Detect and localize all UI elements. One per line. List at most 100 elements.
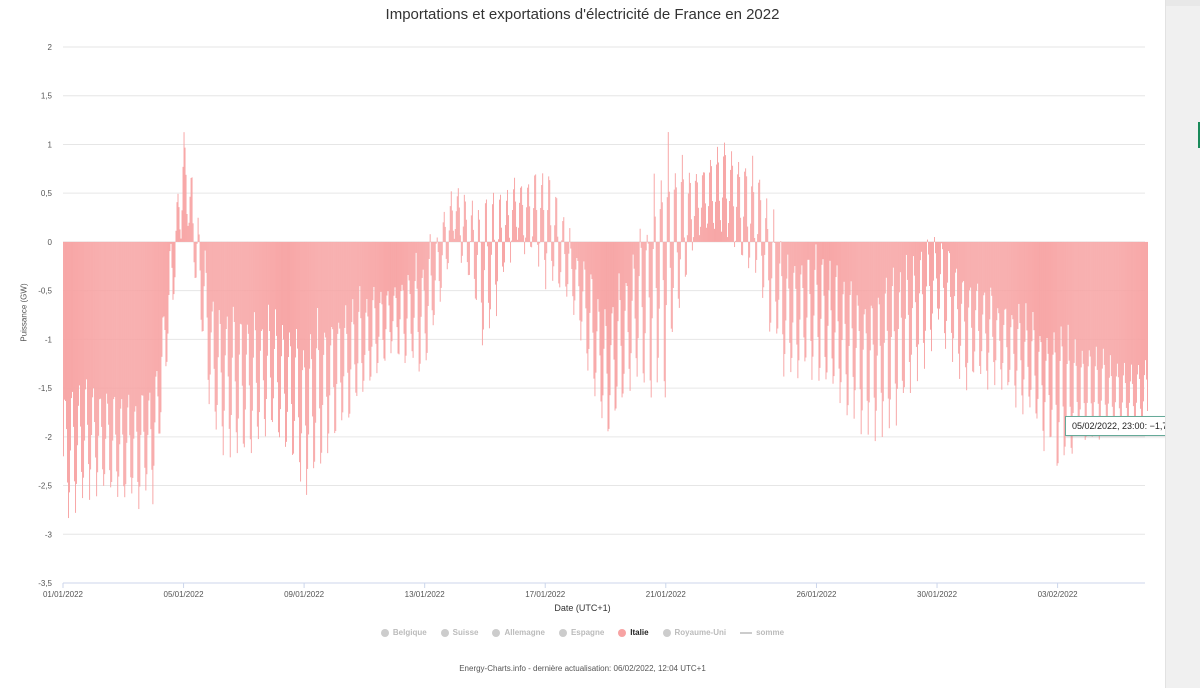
footer-credit[interactable]: Energy-Charts.info - dernière actualisat… <box>459 664 706 673</box>
bar-italie <box>1018 241 1020 304</box>
legend-item-somme[interactable]: somme <box>740 628 784 637</box>
bar-italie <box>989 241 991 320</box>
bar-italie <box>722 197 723 242</box>
bar-italie <box>920 241 922 252</box>
bar-italie <box>321 241 323 453</box>
bar-italie <box>882 241 884 402</box>
bar-italie <box>411 241 413 352</box>
bar-italie <box>609 241 611 396</box>
bar-italie <box>1017 241 1019 329</box>
bar-italie <box>330 241 332 346</box>
scroll-marker[interactable] <box>1198 122 1200 148</box>
bar-italie <box>136 241 138 432</box>
bar-italie <box>182 166 184 242</box>
bar-italie <box>139 241 141 487</box>
bar-italie <box>893 241 895 332</box>
bar-italie <box>286 241 287 442</box>
bar-italie <box>513 189 515 242</box>
bar-italie <box>822 241 824 260</box>
bar-italie <box>71 241 72 399</box>
bar-italie <box>862 241 864 350</box>
bar-italie <box>624 241 626 311</box>
bar-italie <box>198 234 200 242</box>
legend-item-belgique[interactable]: Belgique <box>380 628 427 637</box>
bar-italie <box>452 230 454 242</box>
bar-italie <box>695 174 697 242</box>
bar-italie <box>888 241 890 429</box>
bar-italie <box>246 241 248 325</box>
bar-italie <box>587 241 589 371</box>
bar-italie <box>110 241 112 488</box>
bar-italie <box>759 179 761 242</box>
legend-line-icon <box>740 631 753 634</box>
bar-italie <box>742 241 744 256</box>
bar-italie <box>734 241 736 248</box>
bar-italie <box>992 241 994 337</box>
legend-item-italie[interactable]: Italie <box>618 628 649 637</box>
legend-item-allemagne[interactable]: Allemagne <box>492 628 545 637</box>
bar-italie <box>982 241 984 315</box>
bar-italie <box>426 241 428 353</box>
bar-italie <box>526 207 528 242</box>
bar-italie <box>448 230 450 242</box>
bar-italie <box>572 241 574 297</box>
bar-italie <box>506 200 507 242</box>
chart-panel: Importations et exportations d'électrici… <box>0 0 1200 673</box>
bar-italie <box>473 241 475 279</box>
y-tick-label: 1 <box>48 140 53 149</box>
bar-italie <box>964 241 966 322</box>
bar-italie <box>443 211 445 242</box>
y-tick-label: -2 <box>45 433 53 442</box>
bar-italie <box>86 241 88 380</box>
bar-italie <box>1123 241 1125 363</box>
bar-italie <box>828 241 830 291</box>
bar-italie <box>451 210 453 242</box>
legend-item-suisse[interactable]: Suisse <box>440 628 478 637</box>
bar-italie <box>881 241 883 437</box>
bar-italie <box>166 241 168 362</box>
bar-italie <box>94 241 96 423</box>
bar-italie <box>147 241 149 435</box>
plot-area[interactable]: 2 1,5 1 0,5 0 -0,5 -1 -1,5 -2 -2,5 -3 -3,5 01/01/20… <box>0 0 1165 620</box>
bar-italie <box>1010 241 1012 328</box>
bar-italie <box>778 241 780 300</box>
bar-italie <box>676 241 678 253</box>
bar-italie <box>200 241 202 320</box>
bar-italie <box>142 241 144 396</box>
bar-italie <box>143 241 145 432</box>
bar-italie <box>785 241 787 321</box>
bar-italie <box>96 241 98 497</box>
bar-italie <box>206 241 208 318</box>
bar-italie <box>1116 241 1118 364</box>
bar-italie <box>879 241 881 346</box>
bar-italie <box>762 241 764 298</box>
bar-italie <box>1082 241 1084 364</box>
bar-italie <box>130 241 132 478</box>
bar-italie <box>418 241 420 372</box>
bar-italie <box>894 241 896 384</box>
bar-italie <box>1073 241 1075 363</box>
bar-italie <box>287 241 288 412</box>
bar-italie <box>983 241 985 296</box>
bar-italie <box>815 241 817 245</box>
bar-italie <box>681 154 683 242</box>
right-scrollbar[interactable] <box>1165 0 1200 688</box>
bar-italie <box>979 241 981 366</box>
legend-item-royaume-uni[interactable]: Royaume-Uni <box>662 628 726 637</box>
bar-italie <box>478 219 480 242</box>
bar-italie <box>240 241 242 325</box>
bar-italie <box>367 241 369 317</box>
bar-italie <box>910 241 912 355</box>
bar-italie <box>768 241 770 281</box>
bar-italie <box>829 241 831 261</box>
bar-italie <box>296 241 298 329</box>
bar-italie <box>378 241 380 337</box>
bar-italie <box>713 222 714 242</box>
bar-italie <box>377 241 379 363</box>
bar-italie <box>329 241 331 396</box>
bar-italie <box>76 241 78 484</box>
bar-italie <box>915 241 917 347</box>
legend-item-espagne[interactable]: Espagne <box>558 628 604 637</box>
bar-italie <box>771 241 773 279</box>
bar-italie <box>858 241 860 332</box>
